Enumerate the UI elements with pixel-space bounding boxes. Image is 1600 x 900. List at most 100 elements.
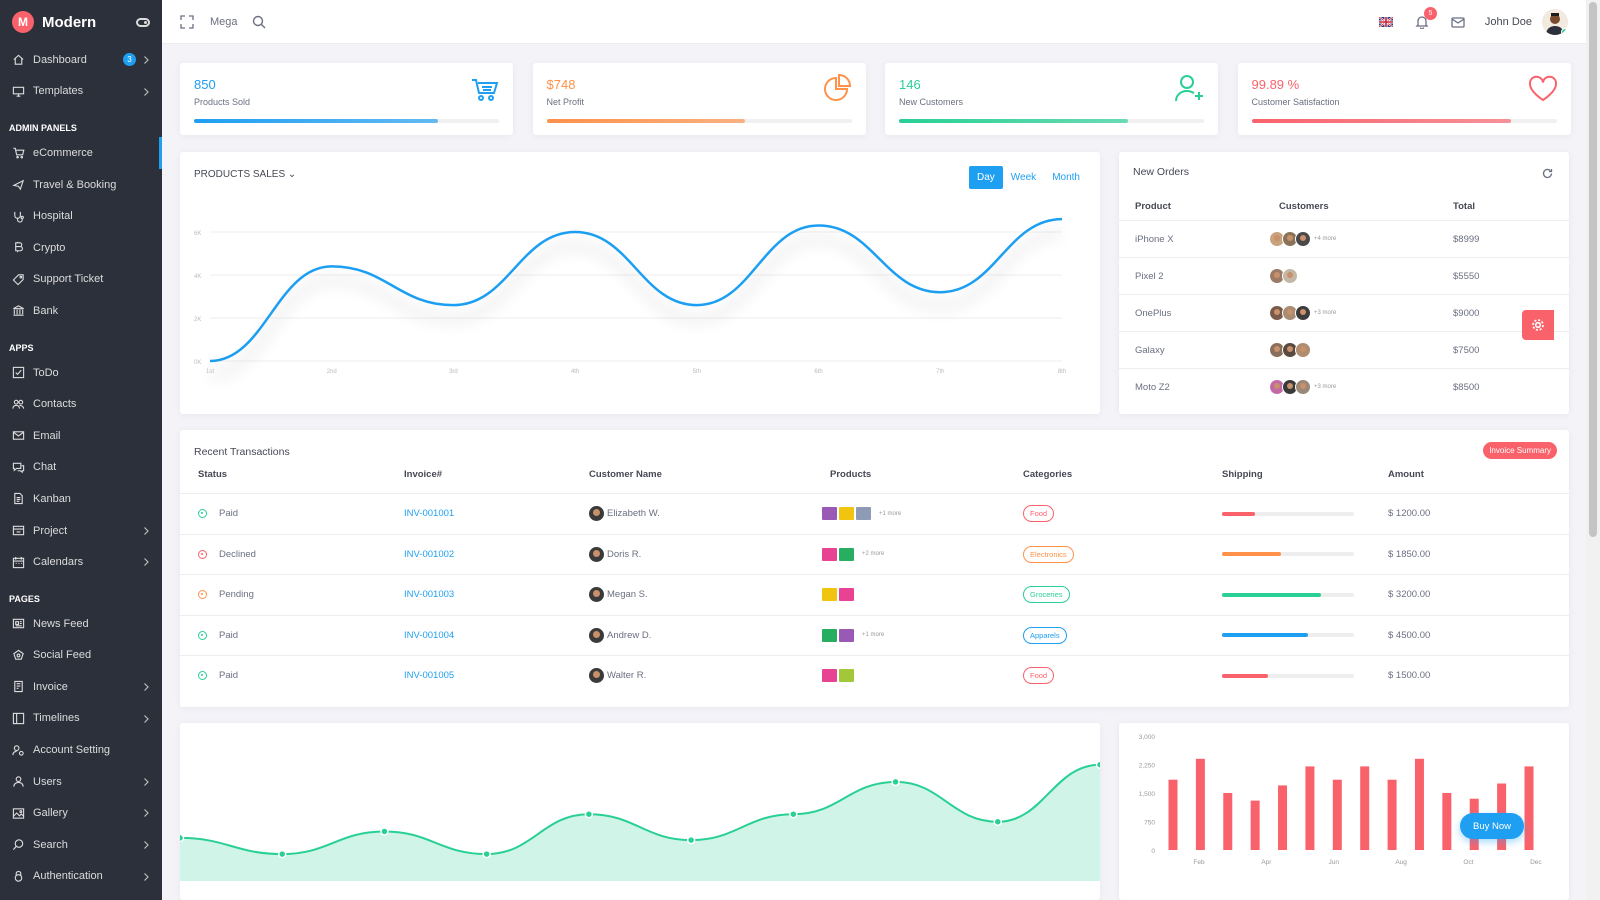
customer-avatar[interactable] <box>1295 231 1311 247</box>
area-data-point[interactable] <box>1095 760 1101 769</box>
sidebar-item-support-ticket[interactable]: Support Ticket <box>0 264 162 296</box>
bar[interactable] <box>1250 800 1260 850</box>
bar[interactable] <box>1223 793 1233 850</box>
order-row[interactable]: Pixel 2 $5550 <box>1119 257 1569 294</box>
invoice-link[interactable]: INV-001005 <box>404 670 455 682</box>
fullscreen-icon[interactable] <box>180 14 194 29</box>
transaction-row[interactable]: Declined INV-001002 Doris R. +2 more Electro… <box>180 533 1569 575</box>
transaction-row[interactable]: Paid INV-001005 Walter R. Food $ 1500.00 <box>180 655 1569 696</box>
product-thumbnail[interactable] <box>822 669 837 683</box>
tab-day[interactable]: Day <box>969 166 1003 189</box>
sidebar-item-timelines[interactable]: Timelines <box>0 703 162 735</box>
bell-icon[interactable] <box>1415 15 1429 29</box>
sidebar-item-todo[interactable]: ToDo <box>0 357 162 389</box>
customer-avatar[interactable] <box>589 627 604 643</box>
buy-now-button[interactable]: Buy Now <box>1460 813 1524 839</box>
sidebar-item-dashboard[interactable]: Dashboard 3 <box>0 44 162 76</box>
bar[interactable] <box>1524 766 1534 850</box>
area-data-point[interactable] <box>277 849 287 859</box>
invoice-link[interactable]: INV-001004 <box>404 629 455 641</box>
products-sales-title[interactable]: PRODUCTS SALES ⌄ <box>194 169 296 180</box>
product-thumbnail[interactable] <box>839 669 854 683</box>
order-row[interactable]: Moto Z2 +3 more $8500 <box>1119 368 1569 405</box>
sidebar-item-gallery[interactable]: Gallery <box>0 797 162 829</box>
invoice-summary-button[interactable]: Invoice Summary <box>1483 442 1557 459</box>
sidebar-item-ecommerce[interactable]: eCommerce <box>0 137 162 169</box>
sidebar-item-authentication[interactable]: Authentication <box>0 861 162 893</box>
notifications[interactable]: 5 <box>1415 6 1437 29</box>
customer-avatar[interactable] <box>589 668 604 684</box>
customer-avatar[interactable] <box>589 506 604 522</box>
product-thumbnail[interactable] <box>839 507 854 521</box>
invoice-link[interactable]: INV-001001 <box>404 508 455 520</box>
order-row[interactable]: iPhone X +4 more $8999 <box>1119 220 1569 257</box>
area-data-point[interactable] <box>180 833 185 843</box>
bar[interactable] <box>1360 766 1370 850</box>
customer-avatar[interactable] <box>589 546 604 562</box>
product-thumbnail[interactable] <box>822 588 837 602</box>
product-thumbnail[interactable] <box>839 588 854 602</box>
product-thumbnail[interactable] <box>839 628 854 642</box>
sidebar-item-templates[interactable]: Templates <box>0 76 162 108</box>
customer-avatar[interactable] <box>1282 268 1298 284</box>
product-thumbnail[interactable] <box>822 507 837 521</box>
bar[interactable] <box>1278 785 1288 850</box>
order-row[interactable]: OnePlus +3 more $9000 <box>1119 294 1569 331</box>
sidebar-item-news-feed[interactable]: News Feed <box>0 608 162 640</box>
area-data-point[interactable] <box>891 777 900 787</box>
product-thumbnail[interactable] <box>822 547 837 561</box>
area-data-point[interactable] <box>789 809 798 819</box>
sidebar-item-project[interactable]: Project <box>0 515 162 547</box>
sidebar-item-contacts[interactable]: Contacts <box>0 388 162 420</box>
bar[interactable] <box>1387 779 1397 850</box>
product-thumbnail[interactable] <box>856 507 871 521</box>
customer-avatar[interactable] <box>1295 379 1311 395</box>
sidebar-item-crypto[interactable]: Crypto <box>0 232 162 264</box>
sidebar-item-social-feed[interactable]: Social Feed <box>0 640 162 672</box>
sidebar-item-hospital[interactable]: Hospital <box>0 200 162 232</box>
sidebar-item-bank[interactable]: Bank <box>0 295 162 327</box>
refresh-icon[interactable] <box>1542 168 1553 179</box>
mail-icon[interactable] <box>1451 15 1465 29</box>
sidebar-item-travel-booking[interactable]: Travel & Booking <box>0 169 162 201</box>
bar[interactable] <box>1195 758 1205 850</box>
transaction-row[interactable]: Pending INV-001003 Megan S. Groceries $ 3200… <box>180 574 1569 615</box>
customer-avatar[interactable] <box>589 587 604 603</box>
tab-week[interactable]: Week <box>1010 172 1037 183</box>
customer-avatar[interactable] <box>1295 305 1311 321</box>
scroll-thumb[interactable] <box>1589 2 1597 537</box>
search-icon[interactable] <box>252 15 266 29</box>
invoice-link[interactable]: INV-001003 <box>404 589 455 601</box>
customer-avatar[interactable] <box>1295 342 1311 358</box>
bar[interactable] <box>1332 779 1342 850</box>
area-data-point[interactable] <box>584 809 594 819</box>
product-thumbnail[interactable] <box>822 628 837 642</box>
sidebar-item-search[interactable]: Search <box>0 829 162 861</box>
sidebar-item-chat[interactable]: Chat <box>0 452 162 484</box>
bar[interactable] <box>1442 793 1452 850</box>
order-row[interactable]: Galaxy $7500 <box>1119 331 1569 368</box>
tab-month[interactable]: Month <box>1052 172 1080 183</box>
product-thumbnail[interactable] <box>839 547 854 561</box>
sidebar-item-account-setting[interactable]: Account Setting <box>0 734 162 766</box>
sidebar-item-invoice[interactable]: Invoice <box>0 671 162 703</box>
uk-flag-icon[interactable] <box>1378 16 1393 27</box>
area-data-point[interactable] <box>993 817 1003 827</box>
page-scrollbar[interactable] <box>1586 0 1600 900</box>
sidebar-item-users[interactable]: Users <box>0 766 162 798</box>
invoice-link[interactable]: INV-001002 <box>404 548 455 560</box>
bar[interactable] <box>1305 766 1315 850</box>
settings-float-button[interactable] <box>1522 310 1554 340</box>
sidebar-item-kanban[interactable]: Kanban <box>0 483 162 515</box>
bar[interactable] <box>1168 779 1178 850</box>
brand[interactable]: M Modern <box>0 0 162 44</box>
sidebar-item-calendars[interactable]: Calendars <box>0 546 162 578</box>
bar[interactable] <box>1414 758 1424 850</box>
area-data-point[interactable] <box>482 849 491 859</box>
area-data-point[interactable] <box>380 827 389 836</box>
transaction-row[interactable]: Paid INV-001001 Elizabeth W. +1 more Food $ 1… <box>180 493 1569 534</box>
area-data-point[interactable] <box>686 835 696 845</box>
sidebar-toggle-icon[interactable] <box>136 17 150 27</box>
user-name[interactable]: John Doe <box>1484 15 1532 28</box>
user-avatar[interactable] <box>1542 8 1568 35</box>
